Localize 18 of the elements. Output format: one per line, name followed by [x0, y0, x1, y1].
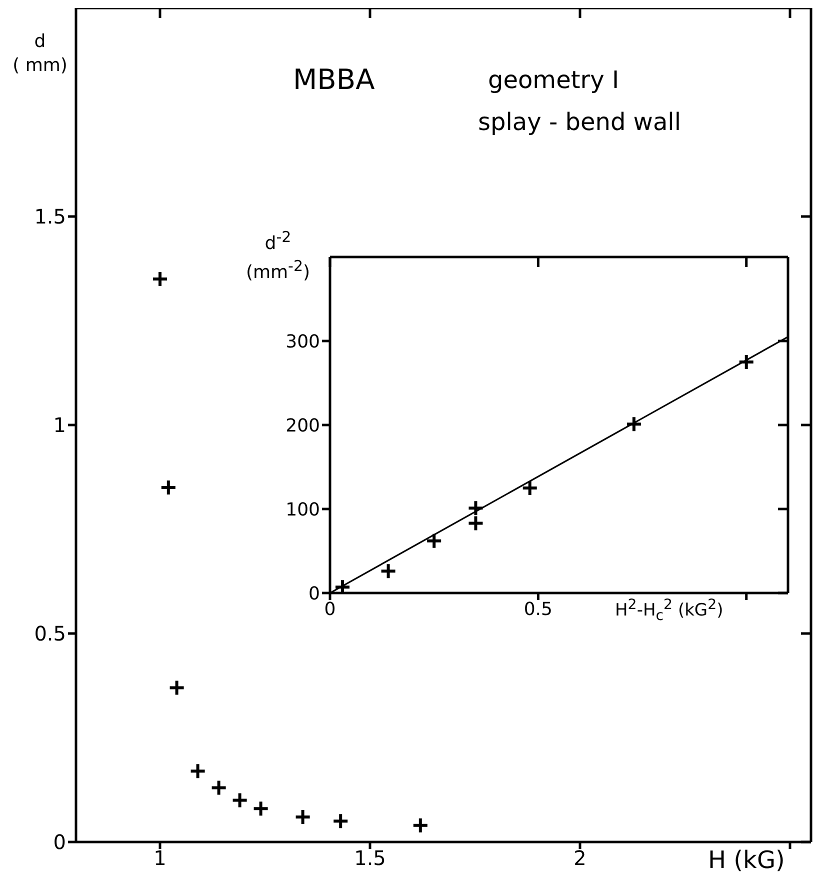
y-tick-label: 1 [53, 413, 66, 438]
y-tick-label: 100 [286, 499, 320, 520]
x-tick-label: 1.5 [354, 846, 386, 870]
x-axis-title: H (kG) [708, 846, 785, 874]
text: geometry I [488, 66, 620, 94]
annotation: splay - bend wall [478, 108, 681, 136]
y-tick-label: 1.5 [34, 204, 66, 229]
y-tick-label: 200 [286, 415, 320, 436]
x-tick-label: 2 [574, 846, 586, 870]
text: MBBA [293, 63, 375, 96]
y-tick-label: 300 [286, 331, 320, 352]
x-tick-label: 1 [154, 846, 166, 870]
x-axis-title: H$^{2}$-H$_{c}$$^{2}$ (kG$^{2}$) [615, 597, 724, 624]
y-tick-label: 0.5 [34, 622, 66, 646]
y-tick-label: 0 [308, 583, 320, 604]
y-tick-label: 0 [53, 830, 66, 854]
y-axis-title: d$^{-2}$ (mm$^{-2}$) [244, 227, 312, 284]
y-axis-title: d ( mm) [12, 30, 68, 78]
